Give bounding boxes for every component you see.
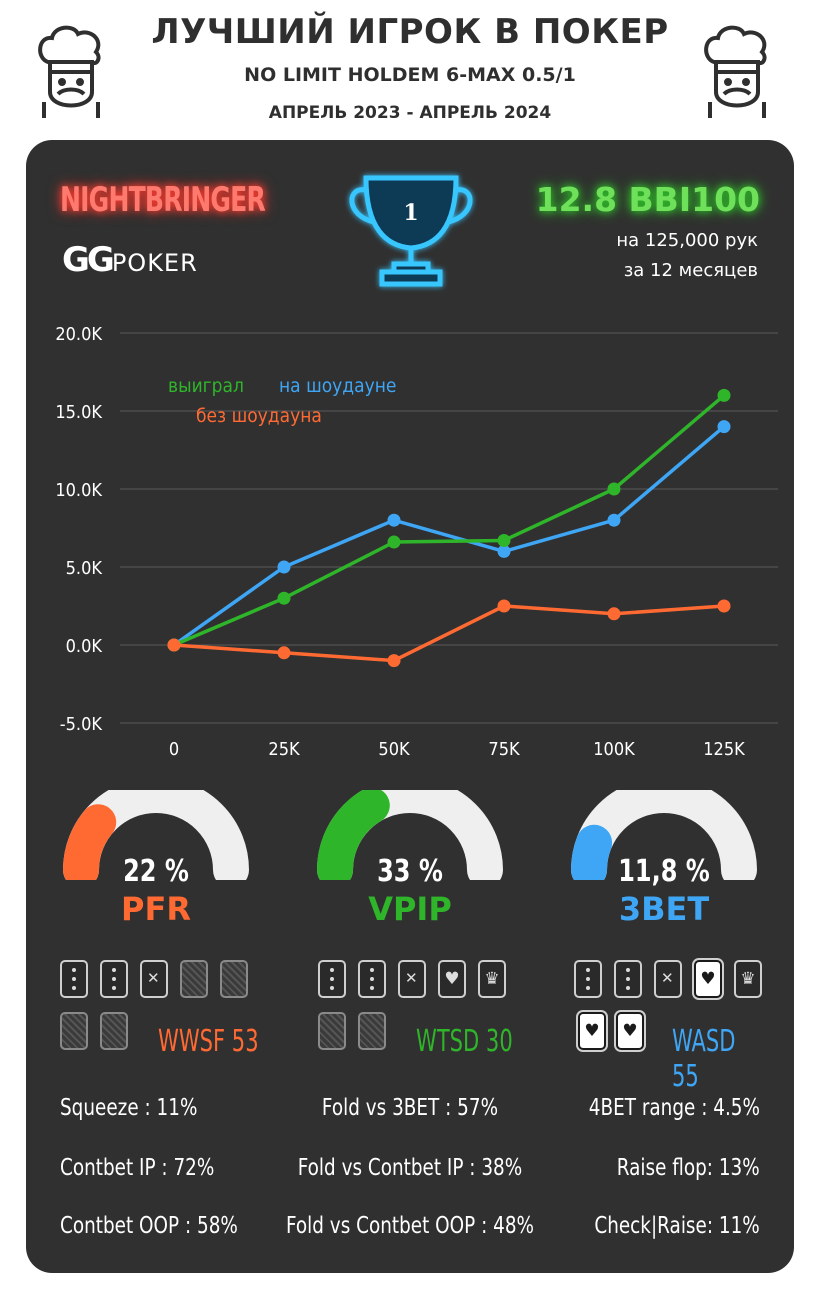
stat-contbet-ip: Contbet IP : 72% [60, 1155, 215, 1181]
data-point [497, 599, 511, 613]
gauge-vpip-arc [316, 777, 503, 888]
crown-card-icon: ♛ [478, 960, 506, 998]
stat-check-raise: Check|Raise: 11% [594, 1213, 760, 1239]
stat-4bet-range: 4BET range : 4.5% [588, 1095, 760, 1121]
x-tick-label: 100K [593, 739, 635, 760]
card-back-icon [60, 1012, 88, 1050]
legend-no-showdown: без шоудауна [196, 405, 322, 427]
heart-card-icon: ♥ [578, 1012, 606, 1050]
data-point [717, 420, 731, 434]
data-point [387, 513, 401, 527]
stat-fold-vs-contbet-oop: Fold vs Contbet OOP : 48% [285, 1213, 535, 1239]
card-back-icon [358, 1012, 386, 1050]
card-back-icon [220, 960, 248, 998]
stat-raise-flop: Raise flop: 13% [617, 1155, 760, 1181]
y-tick-label: 20.0K [55, 324, 102, 345]
card-icon [60, 960, 88, 998]
brand-gg: GG [62, 240, 115, 280]
y-tick-label: 10.0K [55, 480, 102, 501]
stat-contbet-oop: Contbet OOP : 58% [60, 1213, 238, 1239]
x-tick-label: 25K [268, 739, 300, 760]
data-point [277, 560, 291, 574]
card-icon [100, 960, 128, 998]
gauge-3bet-value: 11,8 % [618, 854, 710, 889]
series-line [172, 425, 726, 647]
data-point [717, 599, 731, 613]
winrate-value: 12.8 BBI100 [535, 180, 760, 219]
x-tick-label: 0 [169, 739, 179, 760]
data-point [497, 544, 511, 558]
x-tick-label: 50K [378, 739, 410, 760]
data-point [607, 513, 621, 527]
card-icon [318, 960, 346, 998]
data-point [277, 591, 291, 605]
gauge-pfr: 22 % PFR [56, 777, 256, 940]
period-label: АПРЕЛЬ 2023 - АПРЕЛЬ 2024 [268, 103, 552, 123]
page-title: ЛУЧШИЙ ИГРОК В ПОКЕР [151, 12, 669, 52]
card-back-icon [318, 1012, 346, 1050]
gauge-3bet-arc [570, 777, 757, 888]
header: ЛУЧШИЙ ИГРОК В ПОКЕР NO LIMIT HOLDEM 6-M… [0, 0, 820, 140]
hands-count: на 125,000 рук [616, 230, 758, 251]
gauge-pfr-label: PFR [121, 890, 191, 928]
data-point [717, 388, 731, 402]
data-point [387, 654, 401, 668]
profit-chart: 20.0K 15.0K 10.0K 5.0K 0.0K -5.0K 0 25K 50K 75K 10… [55, 324, 778, 760]
card-back-icon [100, 1012, 128, 1050]
data-point [277, 646, 291, 660]
card-icon [654, 960, 682, 998]
data-point [497, 533, 511, 547]
trophy-rank: 1 [403, 200, 418, 226]
y-tick-label: -5.0K [60, 714, 103, 735]
ggpoker-logo: GGPOKER [62, 240, 198, 280]
legend-showdown: на шоудауне [279, 375, 396, 397]
heart-card-icon: ♥ [438, 960, 466, 998]
data-point [387, 535, 401, 549]
series-line [173, 394, 726, 647]
gauge-3bet-label: 3BET [618, 890, 710, 928]
chef-king-icon [38, 25, 101, 118]
card-back-icon [180, 960, 208, 998]
y-tick-label: 0.0K [66, 636, 103, 657]
player-name: NIGHTBRINGER [60, 180, 266, 220]
data-point [167, 638, 181, 652]
heart-card-icon: ♥ [694, 960, 722, 998]
heart-card-icon: ♥ [616, 1012, 644, 1050]
stat-fold-vs-contbet-ip: Fold vs Contbet IP : 38% [297, 1155, 523, 1181]
data-point [607, 607, 621, 621]
series-line [173, 604, 725, 663]
data-point [607, 482, 621, 496]
stat-fold-vs-3bet: Fold vs 3BET : 57% [321, 1095, 499, 1121]
wwsf-stat: WWSF 53 [158, 1024, 259, 1059]
page-subtitle: NO LIMIT HOLDEM 6-MAX 0.5/1 [244, 64, 576, 86]
gauge-vpip-value: 33 % [377, 854, 443, 889]
wtsd-stat: WTSD 30 [416, 1024, 513, 1059]
card-icon [574, 960, 602, 998]
brand-poker: POKER [111, 249, 198, 277]
gauge-vpip-label: VPIP [368, 890, 452, 928]
trophy-icon: 1 [331, 175, 491, 298]
wasd-stat: WASD 55 [672, 1024, 736, 1094]
card-icon [614, 960, 642, 998]
gauge-pfr-value: 22 % [123, 854, 189, 889]
y-tick-label: 15.0K [55, 402, 102, 423]
stats-card: NIGHTBRINGER GGPOKER 1 12.8 BBI100 на 12… [26, 140, 794, 1273]
y-tick-label: 5.0K [66, 558, 103, 579]
card-icon [398, 960, 426, 998]
gauge-3bet: 11,8 % 3BET [564, 777, 764, 940]
months-count: за 12 месяцев [623, 260, 758, 281]
gauge-pfr-arc [63, 777, 249, 888]
card-icon [140, 960, 168, 998]
x-tick-label: 125K [703, 739, 745, 760]
x-tick-label: 75K [488, 739, 520, 760]
legend-won: выиграл [168, 375, 244, 397]
stat-squeeze: Squeeze : 11% [60, 1095, 198, 1121]
chef-king-icon [704, 25, 767, 118]
card-icon [358, 960, 386, 998]
gauge-vpip: 33 % VPIP [310, 777, 510, 940]
crown-card-icon: ♛ [734, 960, 762, 998]
